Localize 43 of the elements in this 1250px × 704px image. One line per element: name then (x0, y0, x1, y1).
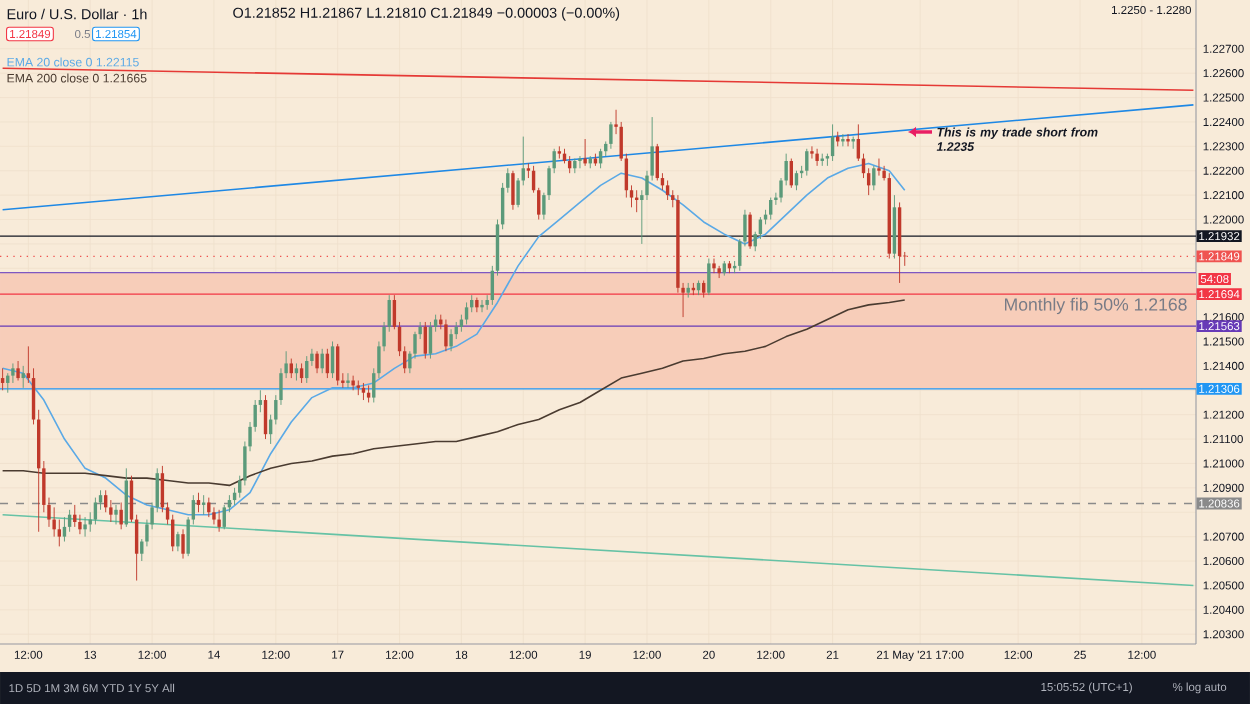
candlestick (769, 197, 773, 220)
candlestick (851, 136, 855, 150)
candlestick (475, 297, 479, 313)
candlestick (335, 343, 340, 386)
candlestick (114, 504, 118, 525)
candlestick (181, 528, 185, 560)
candlestick (16, 360, 20, 381)
candlestick (83, 516, 87, 538)
candlestick (217, 509, 221, 533)
candlestick (846, 133, 850, 147)
candlestick (841, 133, 845, 147)
candlestick (877, 158, 881, 177)
candlestick (805, 148, 809, 177)
candlestick (464, 301, 469, 325)
candlestick (449, 328, 453, 352)
candlestick (93, 497, 98, 525)
candlestick (62, 516, 67, 542)
candlestick (665, 180, 670, 201)
candlestick (351, 375, 355, 391)
candlestick (748, 211, 752, 250)
candlestick (119, 502, 123, 530)
candlestick (299, 362, 304, 384)
candlestick (578, 155, 582, 169)
candlestick (609, 121, 613, 150)
candlestick (444, 319, 448, 352)
candlestick (583, 138, 587, 167)
candlestick (712, 258, 716, 274)
annotation: Monthly fib 50% 1.2168 (1005, 297, 1187, 315)
candlestick (52, 506, 56, 538)
candlestick (810, 145, 814, 160)
candlestick (480, 299, 484, 313)
candlestick (315, 350, 319, 374)
candlestick (815, 148, 819, 167)
candlestick (872, 165, 876, 191)
candlestick (511, 170, 515, 211)
candlestick (557, 145, 562, 160)
candlestick (176, 531, 180, 552)
candlestick (212, 506, 216, 525)
candlestick (201, 494, 206, 516)
candlestick (707, 258, 711, 296)
candlestick (346, 372, 350, 389)
candlestick (207, 497, 211, 518)
candlestick (289, 358, 293, 379)
